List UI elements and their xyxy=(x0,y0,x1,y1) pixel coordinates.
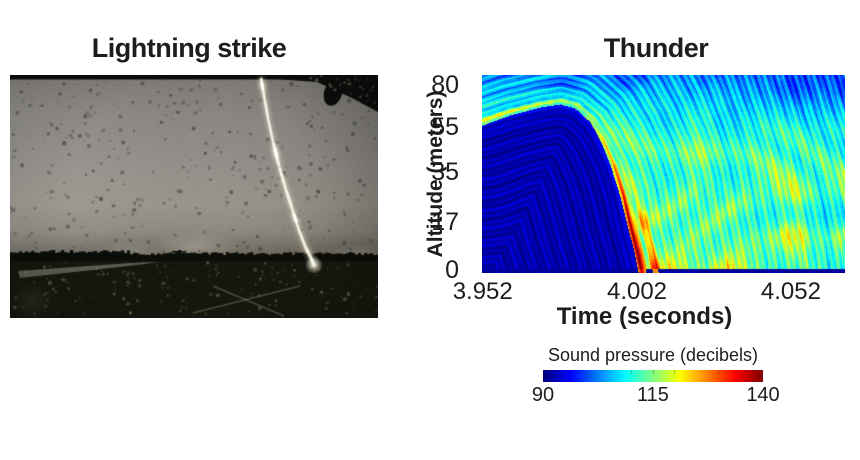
colorbar xyxy=(543,370,763,382)
lightning-panel-title: Lightning strike xyxy=(91,33,287,63)
x-tick-4052: 4.052 xyxy=(760,278,821,305)
lightning-photo xyxy=(10,75,378,318)
y-tick-80: 80 xyxy=(431,71,459,100)
x-tick-4002: 4.002 xyxy=(606,278,668,305)
colorbar-tick-140: 140 xyxy=(746,384,780,406)
thunder-heatmap xyxy=(482,75,845,273)
x-tick-3952: 3.952 xyxy=(452,278,513,305)
y-tick-0: 0 xyxy=(445,256,459,285)
y-tick-55: 55 xyxy=(431,113,459,142)
y-tick-35: 35 xyxy=(431,158,459,187)
thunder-panel-title: Thunder xyxy=(603,33,709,63)
colorbar-tick-115: 115 xyxy=(637,384,669,406)
y-tick-17: 17 xyxy=(431,207,459,236)
colorbar-label: Sound pressure (decibels) xyxy=(547,345,759,365)
colorbar-tick-90: 90 xyxy=(531,384,555,406)
x-axis-label: Time (seconds) xyxy=(556,303,733,330)
